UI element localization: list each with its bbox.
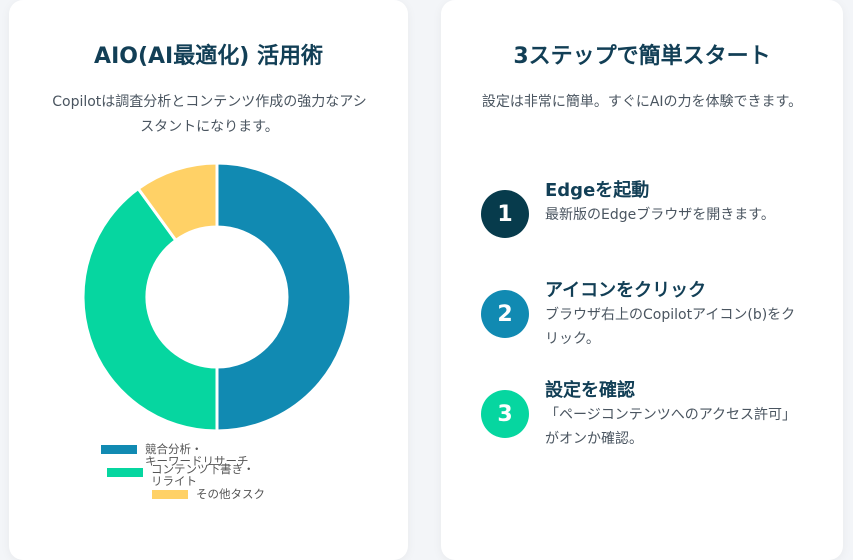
legend-label-writing-line1: コンテンツ下書き・ xyxy=(151,462,255,476)
quick-start-subtitle: 設定は非常に簡単。すぐにAIの力を体験できます。 xyxy=(481,94,803,110)
step-2-title: アイコンをクリック xyxy=(545,280,707,301)
donut-chart xyxy=(81,161,353,433)
aio-card: AIO(AI最適化) 活用術 Copilotは調査分析とコンテンツ作成の強力なア… xyxy=(9,0,408,560)
legend-label-writing-line2: リライト xyxy=(151,474,197,488)
step-2-description: ブラウザ右上のCopilotアイコン(b)をクリック。 xyxy=(545,307,796,347)
legend-label-research: 競合分析・ キーワードリサーチ xyxy=(145,443,249,467)
step-2: 2 アイコンをクリック ブラウザ右上のCopilotアイコン(b)をクリック。 xyxy=(481,280,821,370)
step-1-title: Edgeを起動 xyxy=(545,180,650,201)
chart-legend: 競合分析・ キーワードリサーチ コンテンツ下書き・ リライト その他タスク xyxy=(9,437,408,507)
legend-label-other: その他タスク xyxy=(196,487,265,501)
step-3-description: 「ページコンテンツへのアクセス許可」がオンか確認。 xyxy=(545,407,797,447)
step-1: 1 Edgeを起動 最新版のEdgeブラウザを開きます。 xyxy=(481,180,821,270)
step-2-number: 2 xyxy=(481,290,529,338)
aio-card-subtitle: Copilotは調査分析とコンテンツ作成の強力なアシスタントになります。 xyxy=(52,94,367,135)
step-3: 3 設定を確認 「ページコンテンツへのアクセス許可」がオンか確認。 xyxy=(481,380,821,470)
legend-swatch-other xyxy=(152,490,188,499)
legend-label-writing: コンテンツ下書き・ リライト xyxy=(151,463,255,487)
slice-other[interactable] xyxy=(136,161,219,243)
aio-card-title: AIO(AI最適化) 活用術 xyxy=(94,44,323,69)
step-3-number: 3 xyxy=(481,390,529,438)
legend-swatch-writing xyxy=(107,468,143,477)
legend-label-research-line1: 競合分析・ xyxy=(145,442,203,456)
slice-research[interactable] xyxy=(215,161,353,433)
quick-start-card: 3ステップで簡単スタート 設定は非常に簡単。すぐにAIの力を体験できます。 1 … xyxy=(441,0,843,560)
legend-label-research-line2: キーワードリサーチ xyxy=(145,454,249,468)
step-1-number: 1 xyxy=(481,190,529,238)
step-1-description: 最新版のEdgeブラウザを開きます。 xyxy=(545,207,775,223)
slice-writing[interactable] xyxy=(81,186,219,433)
quick-start-title: 3ステップで簡単スタート xyxy=(513,44,771,69)
legend-swatch-research xyxy=(101,445,137,454)
step-3-title: 設定を確認 xyxy=(545,380,635,401)
